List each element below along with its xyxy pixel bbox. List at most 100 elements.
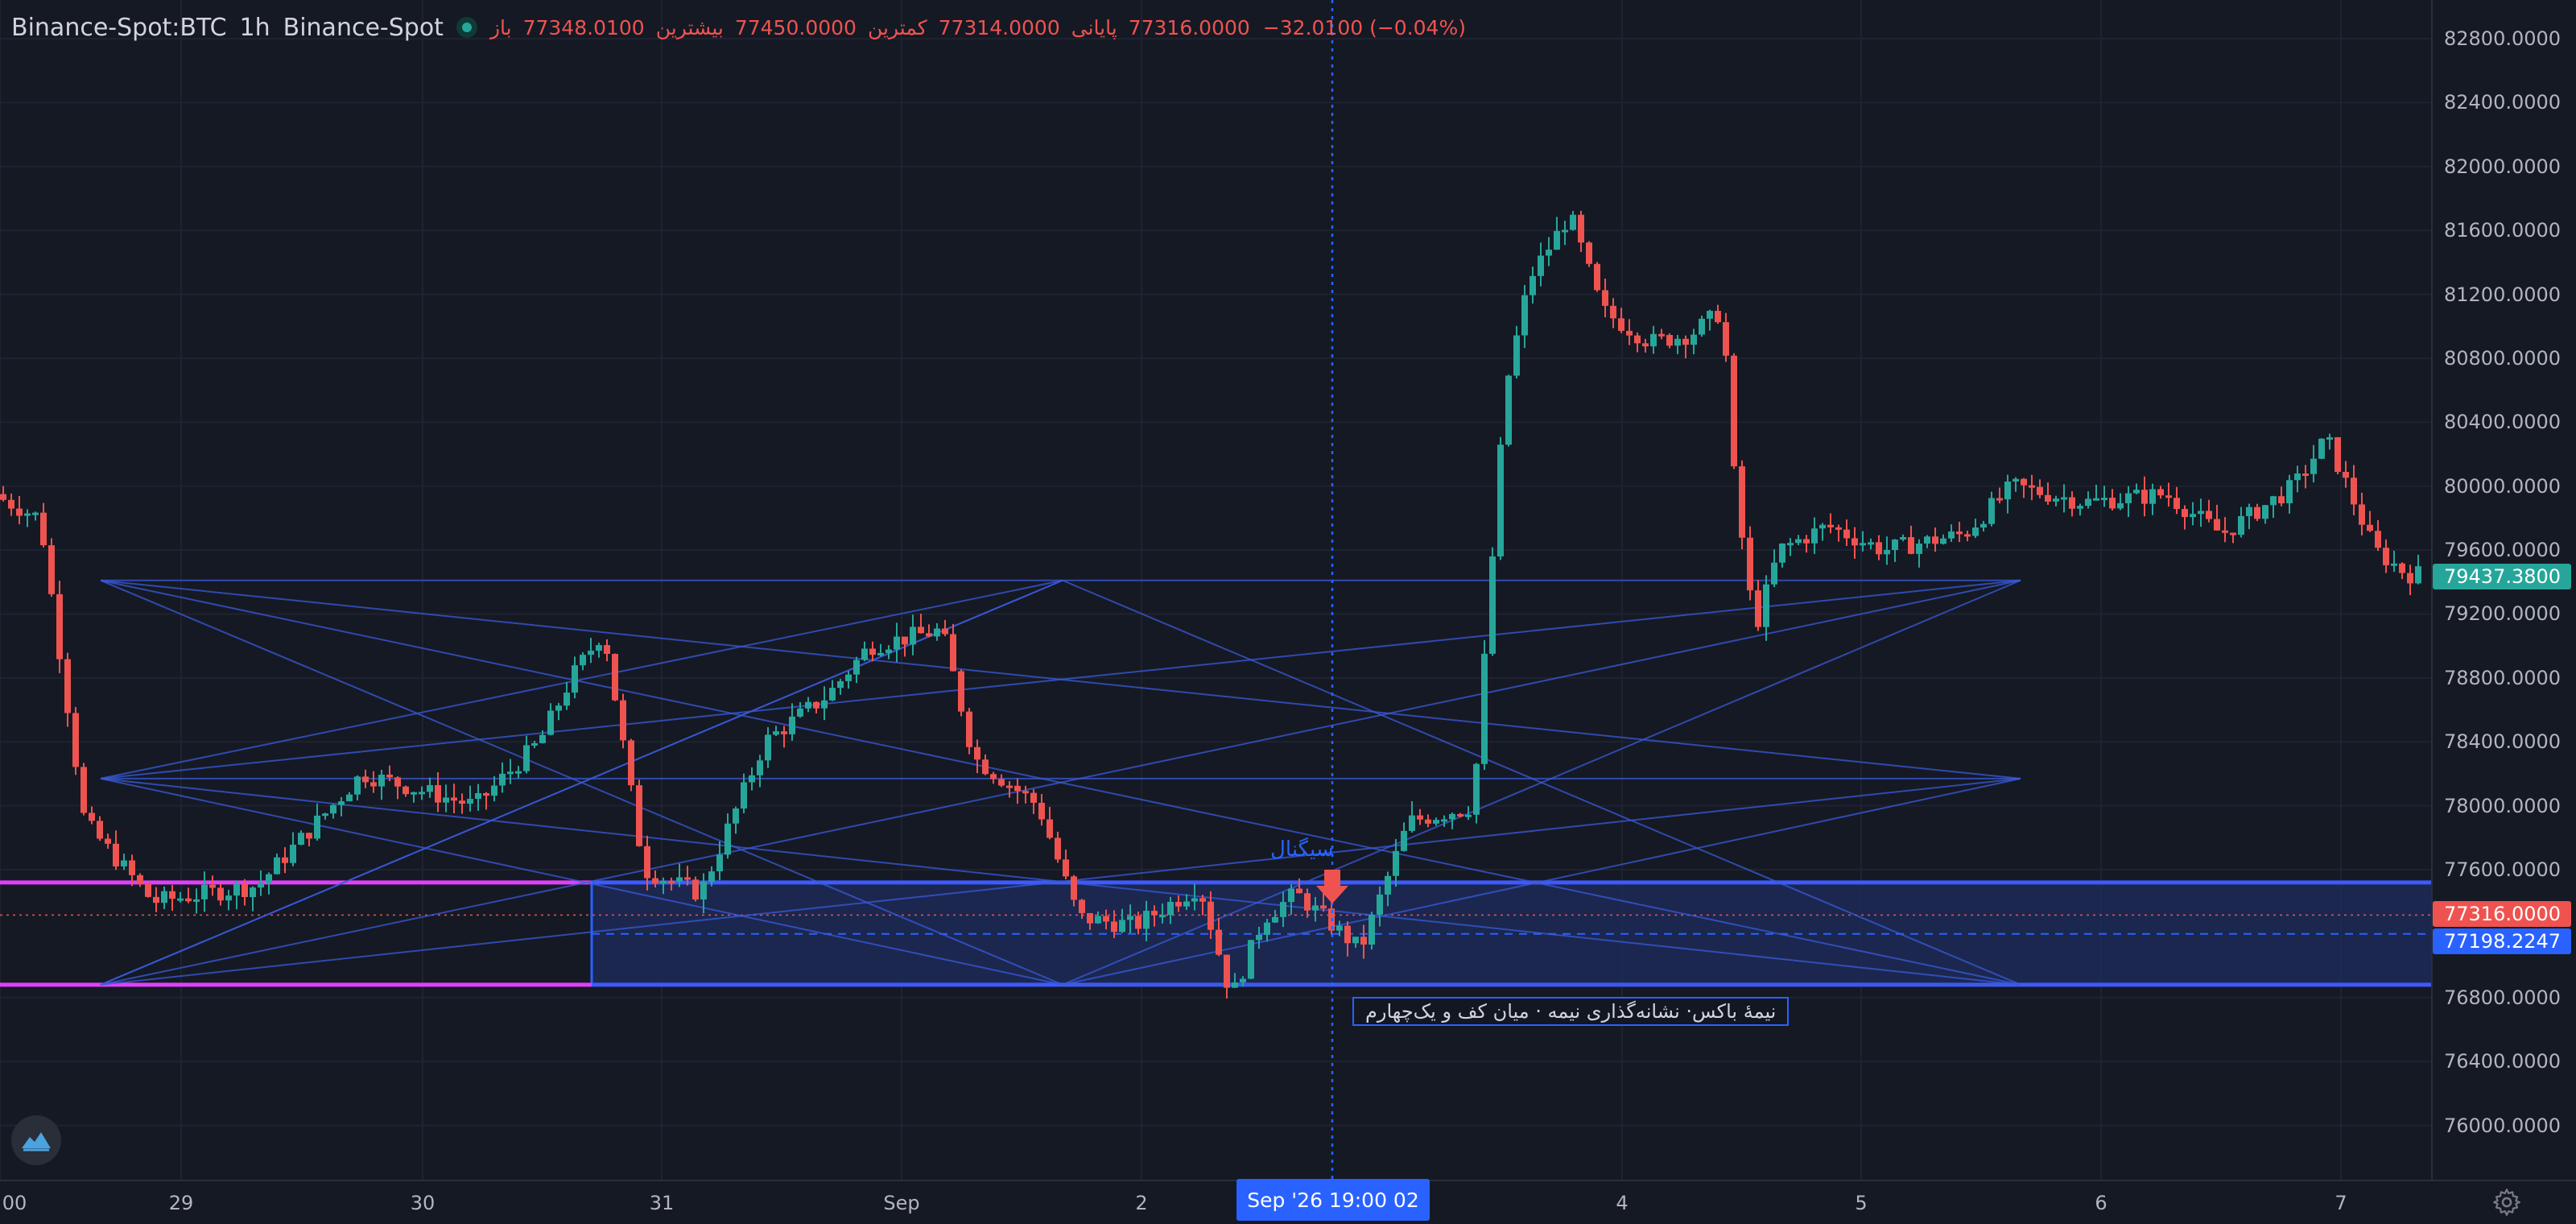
- candle[interactable]: [1288, 888, 1294, 903]
- candle[interactable]: [2262, 505, 2268, 519]
- candle[interactable]: [2149, 489, 2156, 504]
- candle[interactable]: [169, 891, 175, 899]
- candle[interactable]: [813, 701, 819, 709]
- candle[interactable]: [209, 884, 216, 888]
- candle[interactable]: [1497, 445, 1504, 556]
- candle[interactable]: [2037, 486, 2043, 495]
- candle[interactable]: [1312, 905, 1319, 911]
- candle[interactable]: [193, 899, 200, 902]
- candle[interactable]: [394, 777, 401, 787]
- candle[interactable]: [1377, 894, 1383, 915]
- candle[interactable]: [1972, 527, 1979, 536]
- candle[interactable]: [2190, 514, 2196, 518]
- candle[interactable]: [628, 740, 634, 786]
- candle[interactable]: [2318, 438, 2325, 459]
- candle[interactable]: [1208, 901, 1214, 930]
- candle[interactable]: [105, 838, 111, 844]
- candle[interactable]: [2125, 493, 2132, 503]
- candle[interactable]: [1715, 311, 1721, 323]
- candle[interactable]: [684, 877, 691, 880]
- candle[interactable]: [523, 745, 530, 771]
- candle[interactable]: [724, 823, 731, 855]
- candle[interactable]: [1071, 876, 1077, 900]
- candle[interactable]: [1538, 255, 1544, 276]
- candle[interactable]: [1393, 850, 1399, 876]
- candle[interactable]: [298, 833, 304, 845]
- gear-icon[interactable]: [2491, 1187, 2522, 1218]
- candle[interactable]: [217, 887, 224, 901]
- candle[interactable]: [1594, 263, 1600, 291]
- candle[interactable]: [24, 513, 31, 516]
- candle[interactable]: [580, 655, 586, 666]
- candle[interactable]: [853, 660, 860, 675]
- candle[interactable]: [1360, 937, 1367, 945]
- candle[interactable]: [1022, 791, 1029, 794]
- candle[interactable]: [1731, 355, 1737, 467]
- candle[interactable]: [1368, 914, 1375, 945]
- candle[interactable]: [1634, 335, 1641, 344]
- candle[interactable]: [402, 786, 409, 795]
- candle[interactable]: [1827, 524, 1834, 527]
- candle[interactable]: [1707, 311, 1713, 319]
- candle[interactable]: [386, 775, 393, 778]
- candle[interactable]: [1167, 901, 1174, 916]
- candle[interactable]: [411, 792, 417, 795]
- candle[interactable]: [869, 648, 876, 655]
- candle[interactable]: [1586, 242, 1592, 264]
- price-axis[interactable]: [2431, 0, 2576, 1180]
- candle[interactable]: [2391, 563, 2397, 566]
- candle[interactable]: [290, 844, 296, 863]
- candle[interactable]: [16, 508, 23, 516]
- candle[interactable]: [1690, 334, 1697, 345]
- candle[interactable]: [1183, 901, 1190, 907]
- candle[interactable]: [314, 815, 320, 839]
- candle[interactable]: [1546, 250, 1552, 256]
- candle[interactable]: [1554, 230, 1560, 250]
- candle[interactable]: [2029, 485, 2035, 488]
- candle[interactable]: [1835, 527, 1842, 530]
- candle[interactable]: [1819, 524, 1826, 529]
- candle[interactable]: [435, 785, 441, 803]
- candle[interactable]: [773, 731, 779, 735]
- candle[interactable]: [902, 636, 908, 645]
- candle[interactable]: [1352, 937, 1359, 944]
- candle[interactable]: [1336, 925, 1343, 931]
- candle[interactable]: [2021, 478, 2027, 486]
- candle[interactable]: [2182, 509, 2188, 518]
- candle[interactable]: [982, 759, 989, 775]
- candle[interactable]: [1658, 333, 1665, 337]
- candle[interactable]: [2157, 489, 2164, 496]
- candle[interactable]: [2286, 480, 2293, 504]
- candle[interactable]: [636, 785, 642, 846]
- candle[interactable]: [1449, 813, 1455, 820]
- candle[interactable]: [676, 877, 683, 882]
- candle[interactable]: [886, 649, 892, 653]
- candle[interactable]: [2238, 515, 2244, 536]
- candle[interactable]: [781, 731, 787, 734]
- candle[interactable]: [2053, 498, 2059, 502]
- candle[interactable]: [282, 857, 288, 863]
- candle[interactable]: [765, 734, 771, 761]
- candle[interactable]: [1513, 335, 1520, 376]
- candle[interactable]: [547, 710, 554, 735]
- candle[interactable]: [2415, 566, 2421, 584]
- candle[interactable]: [2254, 507, 2260, 519]
- candle[interactable]: [1900, 536, 1906, 540]
- candle[interactable]: [1666, 335, 1673, 346]
- candle[interactable]: [668, 880, 675, 883]
- candle[interactable]: [1787, 543, 1794, 546]
- candle[interactable]: [845, 674, 852, 681]
- candle[interactable]: [1650, 333, 1657, 347]
- candle[interactable]: [32, 512, 39, 515]
- candle[interactable]: [2270, 496, 2277, 506]
- candle[interactable]: [2246, 507, 2252, 516]
- candle[interactable]: [1240, 978, 1246, 983]
- candle[interactable]: [2222, 530, 2228, 533]
- candle[interactable]: [1916, 544, 1922, 554]
- candle[interactable]: [2141, 490, 2148, 504]
- candle[interactable]: [974, 746, 980, 760]
- candle[interactable]: [2093, 498, 2099, 501]
- candle[interactable]: [1956, 531, 1963, 535]
- candle[interactable]: [2310, 458, 2317, 474]
